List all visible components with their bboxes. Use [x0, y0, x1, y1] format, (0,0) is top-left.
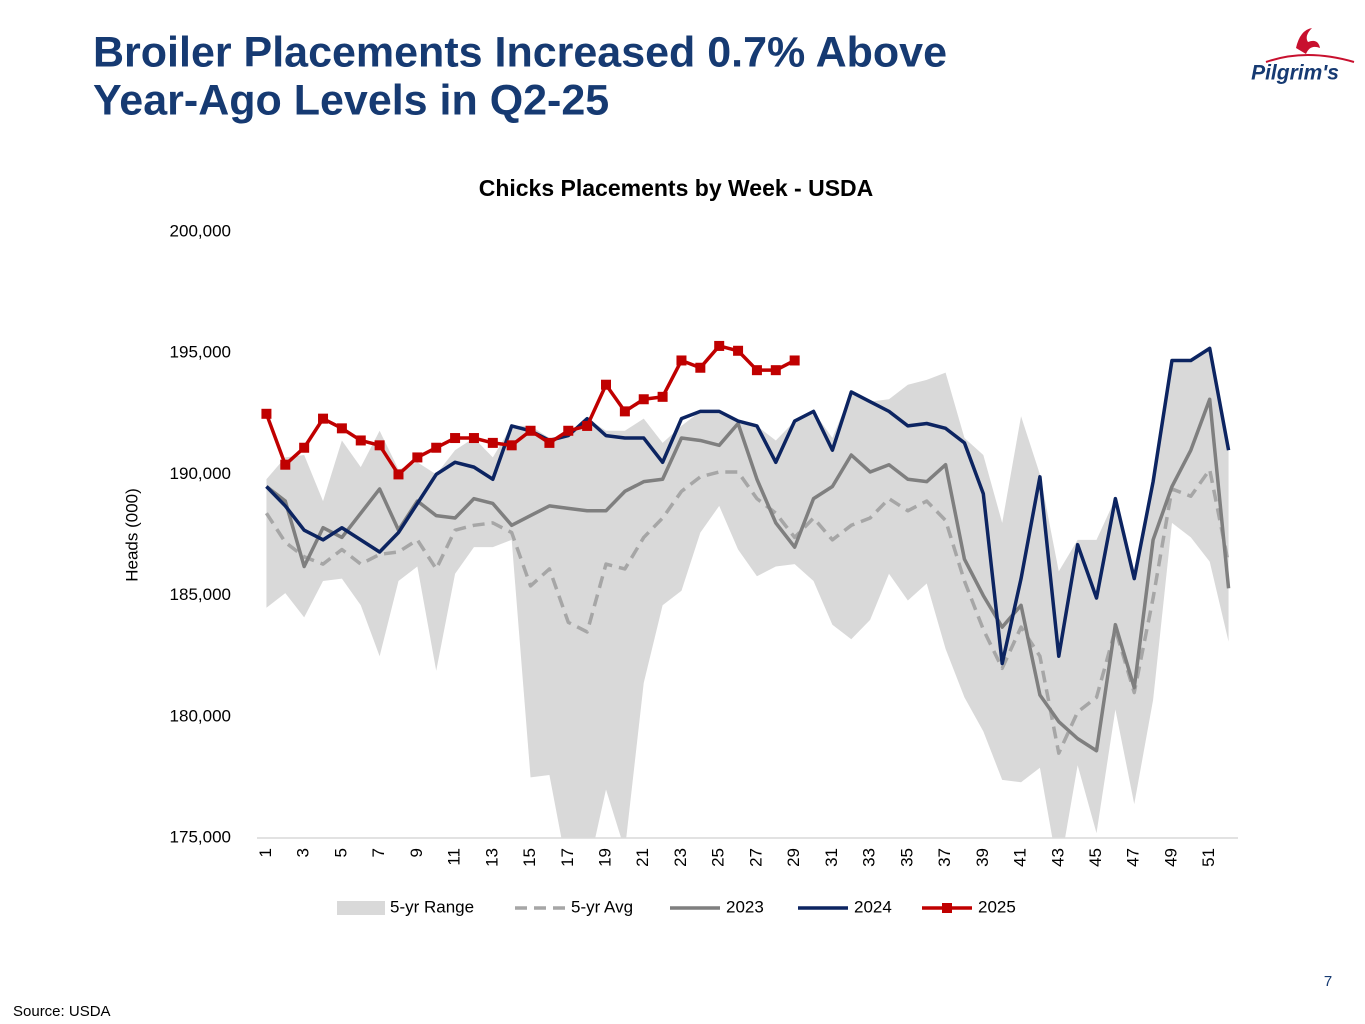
x-tick-label: 17	[558, 848, 577, 867]
x-tick-label: 29	[784, 848, 803, 867]
x-tick-label: 23	[671, 848, 690, 867]
x-tick-label: 13	[482, 848, 501, 867]
series-marker	[582, 420, 593, 431]
x-tick-label: 9	[407, 848, 426, 857]
legend-swatch	[337, 901, 385, 915]
y-axis-label: Heads (000)	[122, 488, 141, 582]
series-marker	[770, 365, 781, 376]
x-tick-label: 31	[822, 848, 841, 867]
series-marker	[506, 440, 517, 451]
series-marker	[601, 379, 612, 390]
series-line	[264, 467, 1231, 755]
y-tick-label: 190,000	[170, 464, 231, 483]
y-tick-label: 195,000	[170, 343, 231, 362]
legend-marker	[942, 903, 952, 913]
legend-label: 2024	[854, 897, 892, 916]
x-tick-label: 27	[746, 848, 765, 867]
x-tick-label: 35	[897, 848, 916, 867]
x-tick-label: 39	[973, 848, 992, 867]
series-marker	[468, 433, 479, 444]
series-marker	[487, 437, 498, 448]
x-tick-label: 21	[633, 848, 652, 867]
x-tick-label: 41	[1011, 848, 1030, 867]
x-tick-label: 37	[935, 848, 954, 867]
legend-label: 5-yr Range	[390, 897, 474, 916]
plot-area	[261, 340, 1231, 838]
x-tick-label: 5	[331, 848, 350, 857]
x-tick-label: 15	[520, 848, 539, 867]
logo-text: Pilgrim's	[1251, 62, 1339, 85]
x-tick-label: 19	[595, 848, 614, 867]
series-marker	[733, 345, 744, 356]
series-marker	[695, 362, 706, 373]
series-marker	[299, 442, 310, 453]
legend-label: 2023	[726, 897, 764, 916]
page-number: 7	[1324, 973, 1332, 990]
y-tick-label: 200,000	[170, 221, 231, 240]
series-marker	[563, 425, 574, 436]
x-tick-label: 11	[445, 848, 464, 866]
series-line	[265, 397, 1231, 753]
series-marker	[261, 408, 272, 419]
y-tick-label: 175,000	[170, 827, 231, 846]
y-tick-label: 180,000	[170, 706, 231, 725]
x-tick-label: 45	[1086, 848, 1105, 867]
series-marker	[431, 442, 442, 453]
legend-label: 5-yr Avg	[571, 897, 633, 916]
series-marker	[544, 437, 555, 448]
y-tick-label: 185,000	[170, 585, 231, 604]
slide-title: Broiler Placements Increased 0.7% Above	[93, 28, 947, 76]
series-marker	[657, 391, 668, 402]
x-tick-label: 49	[1161, 848, 1180, 867]
series-marker	[336, 423, 347, 434]
series-marker	[638, 394, 649, 405]
series-marker	[789, 355, 800, 366]
logo-arc	[1265, 54, 1355, 63]
series-marker	[374, 440, 385, 451]
series-marker	[525, 425, 536, 436]
x-tick-label: 1	[256, 848, 275, 857]
x-tick-label: 47	[1124, 848, 1143, 867]
series-marker	[355, 435, 366, 446]
logo-icon	[1296, 28, 1320, 54]
slide-title: Year-Ago Levels in Q2-25	[93, 76, 609, 124]
x-tick-label: 3	[294, 848, 313, 857]
x-tick-label: 51	[1199, 848, 1218, 867]
chart-title: Chicks Placements by Week - USDA	[479, 175, 874, 201]
series-marker	[393, 469, 404, 480]
series-marker	[714, 340, 725, 351]
source: Source: USDA	[13, 1003, 111, 1020]
x-tick-label: 43	[1048, 848, 1067, 867]
series-marker	[676, 355, 687, 366]
series-line	[265, 346, 1231, 666]
x-tick-label: 25	[709, 848, 728, 867]
range-area	[266, 348, 1229, 838]
series-marker	[751, 365, 762, 376]
series-marker	[412, 452, 423, 463]
x-tick-label: 33	[860, 848, 879, 867]
series-marker	[280, 459, 291, 470]
series-marker	[318, 413, 329, 424]
series-marker	[450, 433, 461, 444]
legend-label: 2025	[978, 897, 1016, 916]
x-tick-label: 7	[369, 848, 388, 857]
series-marker	[619, 406, 630, 417]
